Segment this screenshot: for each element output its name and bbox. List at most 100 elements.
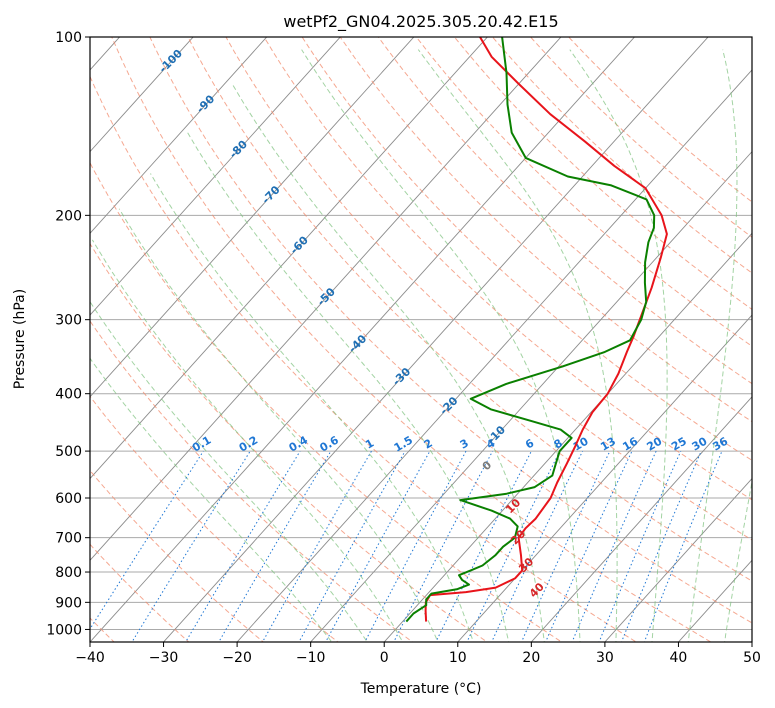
dry-adiabat-line	[339, 37, 752, 423]
dry-adiabat-line	[453, 37, 752, 311]
profile-series	[405, 37, 668, 623]
isotherm-line	[90, 37, 341, 316]
dry-adiabat-line	[90, 75, 638, 642]
moist-adiabat-line	[90, 357, 333, 642]
isotherm-line	[162, 37, 709, 642]
mixing-ratio-label: 3	[458, 437, 471, 452]
x-axis-label: Temperature (°C)	[360, 681, 482, 697]
y-tick-label: 500	[55, 444, 82, 460]
mixing-ratio-line	[364, 450, 467, 642]
y-tick-label: 800	[55, 565, 82, 581]
moist-adiabat-line	[150, 173, 474, 642]
mixing-ratio-line	[131, 450, 251, 642]
isotherm-line	[604, 477, 752, 642]
moist-adiabat-line	[417, 49, 618, 642]
moist-adiabats	[90, 49, 752, 642]
x-tick-label: 40	[670, 650, 688, 666]
dry-adiabat-line	[529, 37, 752, 238]
isotherm-line	[310, 150, 752, 642]
mixing-ratio-line	[393, 450, 494, 642]
mixing-ratio-line	[185, 450, 301, 642]
x-axis-ticks: −40 −30 −20 −10 0 10 20 30 40 50	[75, 642, 761, 666]
mixing-ratio-line	[435, 450, 532, 642]
mixing-ratio-line	[90, 450, 204, 630]
dry-adiabat-line	[263, 37, 752, 501]
isotherm-line	[90, 37, 488, 480]
mixing-ratio-line	[466, 450, 561, 642]
dry-adiabat-line	[225, 37, 752, 541]
dry-adiabat-line	[90, 469, 265, 642]
isotherm-line	[530, 396, 752, 642]
mixing-ratio-line	[621, 450, 702, 642]
dry-adiabat-line	[301, 37, 752, 461]
x-tick-label: 30	[596, 650, 614, 666]
x-tick-label: −30	[149, 650, 179, 666]
mixing-ratio-line	[261, 450, 372, 642]
isotherm-line	[236, 69, 752, 642]
y-axis-label: Pressure (hPa)	[12, 289, 28, 389]
dry-adiabat-line	[90, 242, 488, 642]
isotherm-line	[90, 37, 268, 235]
temperature-line	[424, 37, 668, 622]
moist-adiabat-label: 40	[527, 580, 547, 600]
isotherm-line	[90, 37, 562, 561]
isotherm-line	[751, 641, 752, 642]
moist-adiabat-line	[118, 208, 439, 642]
y-tick-label: 900	[55, 595, 82, 611]
moist-adiabat-label: 20	[508, 527, 528, 547]
x-tick-label: 0	[380, 650, 389, 666]
dry-adiabat-line	[90, 543, 190, 642]
isotherm-grid	[0, 24, 752, 654]
y-tick-label: 300	[55, 313, 82, 329]
y-tick-label: 700	[55, 531, 82, 547]
moist-adiabat-line	[724, 479, 752, 642]
mixing-ratio-line	[643, 450, 723, 642]
mixing-ratio-line	[520, 450, 611, 642]
dry-adiabats	[90, 37, 752, 642]
mixing-ratio-line	[491, 450, 584, 642]
mixing-ratio-line	[218, 450, 332, 642]
dry-adiabat-line	[377, 37, 752, 385]
isotherm-line	[0, 24, 58, 654]
mixing-ratio-label: 2	[422, 437, 435, 452]
y-tick-label: 400	[55, 387, 82, 403]
mixing-ratio-line	[598, 450, 682, 642]
x-tick-label: −40	[75, 650, 105, 666]
x-tick-label: 50	[743, 650, 761, 666]
mixing-ratio-label: 6	[523, 436, 536, 451]
dry-adiabat-line	[90, 161, 563, 642]
isotherm-line	[90, 37, 194, 153]
y-tick-label: 200	[55, 208, 82, 224]
chart-title: wetPf2_GN04.2025.305.20.42.E15	[283, 12, 558, 32]
dry-adiabat-line	[90, 320, 414, 642]
moist-adiabat-line	[91, 239, 404, 642]
isotherm-line	[677, 559, 752, 642]
mixing-ratio-line	[571, 450, 657, 642]
moist-adiabat-line	[301, 49, 581, 642]
plot-area: 0.1 0.2 0.4 0.6 1 1.5 2 3 4 6 8 10 13 16 20 25 30 36 -100…	[0, 24, 752, 654]
y-tick-label: 100	[55, 30, 82, 46]
moist-adiabat-line	[90, 300, 368, 642]
dry-adiabat-line	[149, 37, 752, 624]
isotherm-line	[90, 37, 415, 398]
dewpoint-line	[405, 37, 656, 623]
dry-adiabat-line	[187, 37, 752, 582]
x-tick-label: 10	[449, 650, 467, 666]
isotherm-line	[90, 37, 636, 642]
moist-adiabat-label: 10	[503, 496, 523, 516]
x-tick-label: 20	[522, 650, 540, 666]
moist-adiabat-label: 0	[480, 458, 495, 473]
y-tick-label: 600	[55, 491, 82, 507]
moist-adiabat-line	[231, 83, 545, 642]
dry-adiabat-line	[111, 37, 712, 642]
mixing-ratio-line	[325, 450, 431, 642]
y-axis-ticks: 100 200 300 400 500 600 700 800 900 1000	[46, 30, 90, 638]
plot-frame	[89, 36, 753, 643]
isobar-grid	[90, 37, 752, 630]
moist-adiabat-line	[187, 132, 510, 642]
dry-adiabat-line	[90, 395, 339, 642]
dry-adiabat-line	[567, 37, 752, 203]
mixing-ratio-line	[545, 450, 633, 642]
